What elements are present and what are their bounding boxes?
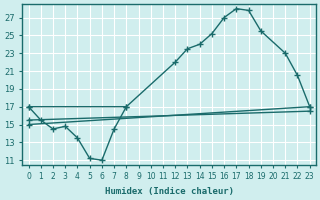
X-axis label: Humidex (Indice chaleur): Humidex (Indice chaleur) [105, 187, 234, 196]
